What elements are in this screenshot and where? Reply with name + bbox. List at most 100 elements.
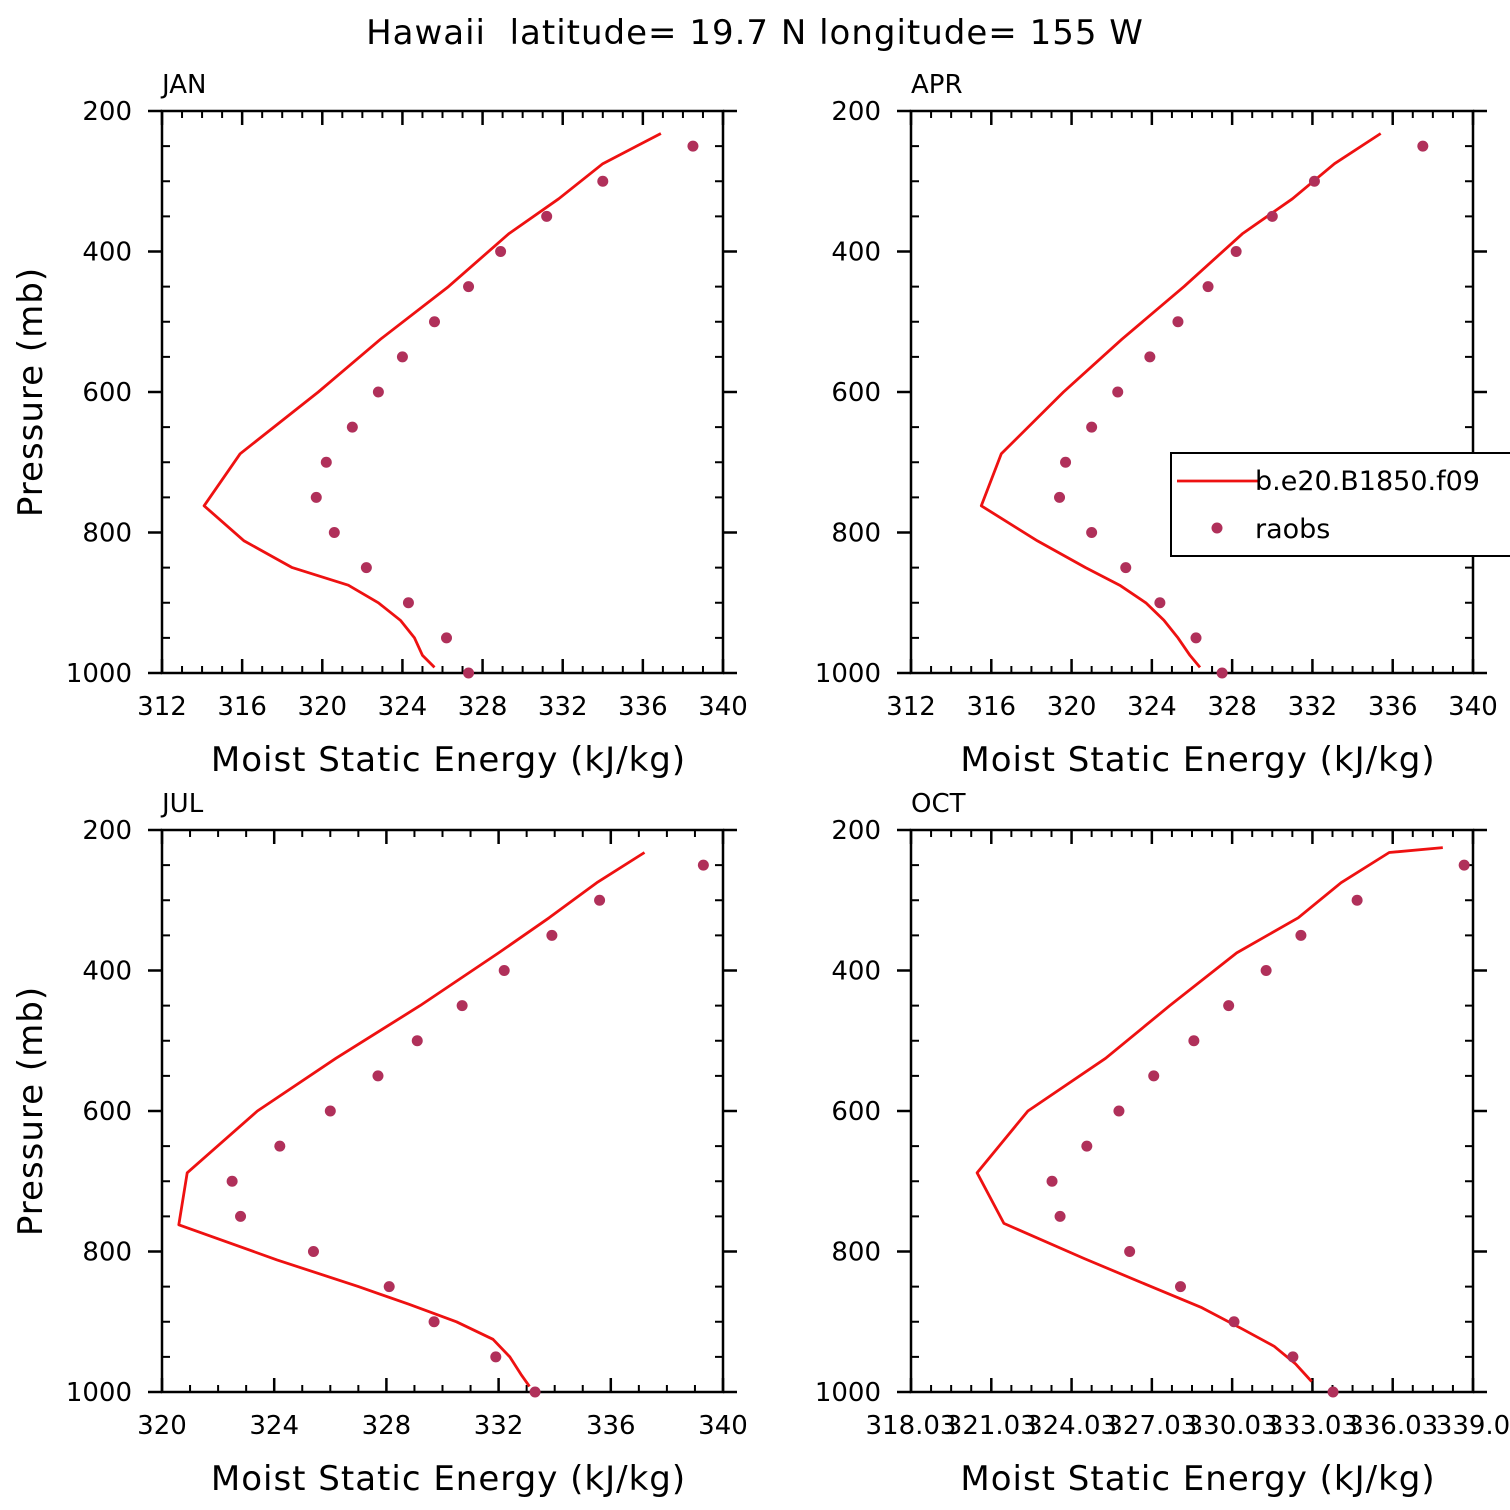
x-tick-label: 340 <box>698 692 748 722</box>
raobs-point <box>1295 929 1307 941</box>
plot-frame <box>160 828 725 1394</box>
figure-title: Hawaii latitude= 19.7 N longitude= 155 W <box>366 13 1144 53</box>
x-tick-label: 316 <box>966 692 1016 722</box>
x-tick-label: 336.03 <box>1347 1411 1438 1441</box>
x-tick-label: 333.03 <box>1267 1411 1358 1441</box>
raobs-point <box>441 632 453 644</box>
raobs-point <box>402 597 414 609</box>
raobs-point <box>463 667 475 679</box>
y-tick-label: 800 <box>82 1238 132 1268</box>
raobs-point <box>597 175 609 187</box>
raobs-point <box>324 1105 336 1117</box>
y-tick-label: 400 <box>831 957 881 987</box>
x-tick-label: 336 <box>586 1411 636 1441</box>
x-tick-label: 320 <box>137 1411 187 1441</box>
raobs-point <box>697 859 709 871</box>
panel-apr: APR 312 316 320 324 328 332 336 340 200 400 600 800 1… <box>815 70 1510 780</box>
raobs-point <box>1054 1210 1066 1222</box>
legend-label-raobs: raobs <box>1255 514 1330 545</box>
x-axis-label: Moist Static Energy (kJ/kg) <box>211 1459 686 1499</box>
raobs-point <box>1148 1070 1160 1082</box>
raobs-point <box>541 210 553 222</box>
x-tick-label: 328 <box>1207 692 1257 722</box>
panel-title: APR <box>911 70 963 100</box>
x-tick-label: 339.0 <box>1436 1411 1510 1441</box>
panel-title: JUL <box>160 789 204 819</box>
x-tick-label: 324 <box>378 692 428 722</box>
raobs-point <box>1287 1351 1299 1363</box>
y-tick-label: 400 <box>82 238 132 268</box>
y-tick-label: 200 <box>82 816 132 846</box>
x-axis-label: Moist Static Energy (kJ/kg) <box>960 740 1435 780</box>
x-tick-label: 324.03 <box>1026 1411 1117 1441</box>
raobs-point <box>346 421 358 433</box>
raobs-point <box>1351 894 1363 906</box>
x-tick-label: 320 <box>1047 692 1097 722</box>
raobs-point <box>1266 210 1278 222</box>
model-profile-line <box>177 851 646 1388</box>
y-tick-label: 600 <box>831 378 881 408</box>
raobs-point <box>1120 562 1132 574</box>
raobs-point <box>687 140 699 152</box>
raobs-point <box>428 1316 440 1328</box>
raobs-point <box>226 1175 238 1187</box>
raobs-point <box>546 929 558 941</box>
legend: b.e20.B1850.f09 raobs <box>1170 452 1510 557</box>
raobs-point <box>360 562 372 574</box>
x-tick-label: 330.03 <box>1187 1411 1278 1441</box>
raobs-point <box>328 527 340 538</box>
panel-title: JAN <box>160 70 206 100</box>
plot-frame <box>160 109 725 675</box>
raobs-point <box>320 456 332 468</box>
raobs-point <box>490 1351 502 1363</box>
raobs-point <box>1228 1316 1240 1328</box>
x-tick-label: 328 <box>458 692 508 722</box>
raobs-point <box>1054 491 1066 503</box>
y-tick-label: 1000 <box>815 659 881 689</box>
x-axis-label: Moist Static Energy (kJ/kg) <box>211 740 686 780</box>
raobs-point <box>529 1386 541 1398</box>
raobs-point <box>1124 1246 1136 1257</box>
raobs-point <box>495 246 507 257</box>
y-tick-label: 200 <box>82 97 132 127</box>
x-tick-label: 336 <box>618 692 668 722</box>
x-tick-label: 332 <box>474 1411 524 1441</box>
legend-label-model: b.e20.B1850.f09 <box>1255 466 1480 497</box>
y-tick-label: 600 <box>831 1097 881 1127</box>
y-tick-label: 800 <box>831 1238 881 1268</box>
y-tick-label: 1000 <box>815 1378 881 1408</box>
panel-title: OCT <box>911 789 966 819</box>
raobs-point <box>1308 175 1320 187</box>
raobs-point <box>411 1035 423 1047</box>
x-tick-label: 312 <box>886 692 936 722</box>
plot-frame <box>909 828 1475 1394</box>
x-axis-label: Moist Static Energy (kJ/kg) <box>960 1459 1435 1499</box>
y-axis-label: Pressure (mb) <box>11 267 51 517</box>
y-tick-label: 200 <box>831 816 881 846</box>
y-tick-label: 800 <box>82 519 132 549</box>
raobs-point <box>463 281 475 293</box>
x-tick-label: 340 <box>1448 692 1498 722</box>
raobs-point <box>1172 316 1184 328</box>
raobs-point <box>1060 456 1072 468</box>
x-tick-label: 332 <box>538 692 588 722</box>
raobs-point <box>1112 386 1124 398</box>
raobs-point <box>1190 632 1202 644</box>
x-tick-label: 324 <box>1127 692 1177 722</box>
x-tick-label: 316 <box>217 692 267 722</box>
x-tick-label: 312 <box>137 692 187 722</box>
raobs-point <box>274 1140 286 1152</box>
x-tick-label: 340 <box>698 1411 748 1441</box>
panel-oct: OCT318.03321.03324.03327.03330.03333.033… <box>815 789 1510 1499</box>
raobs-point <box>1046 1175 1058 1187</box>
y-tick-label: 800 <box>831 519 881 549</box>
y-tick-label: 400 <box>831 238 881 268</box>
panels: JAN 312 316 320 324 328 332 336 340 200 400 600 800 1… <box>11 70 1510 1499</box>
model-profile-line <box>979 132 1382 669</box>
raobs-point <box>1188 1035 1200 1047</box>
raobs-point <box>1260 965 1272 976</box>
raobs-point <box>383 1281 395 1293</box>
x-tick-label: 320 <box>297 692 347 722</box>
raobs-point <box>1230 246 1242 257</box>
